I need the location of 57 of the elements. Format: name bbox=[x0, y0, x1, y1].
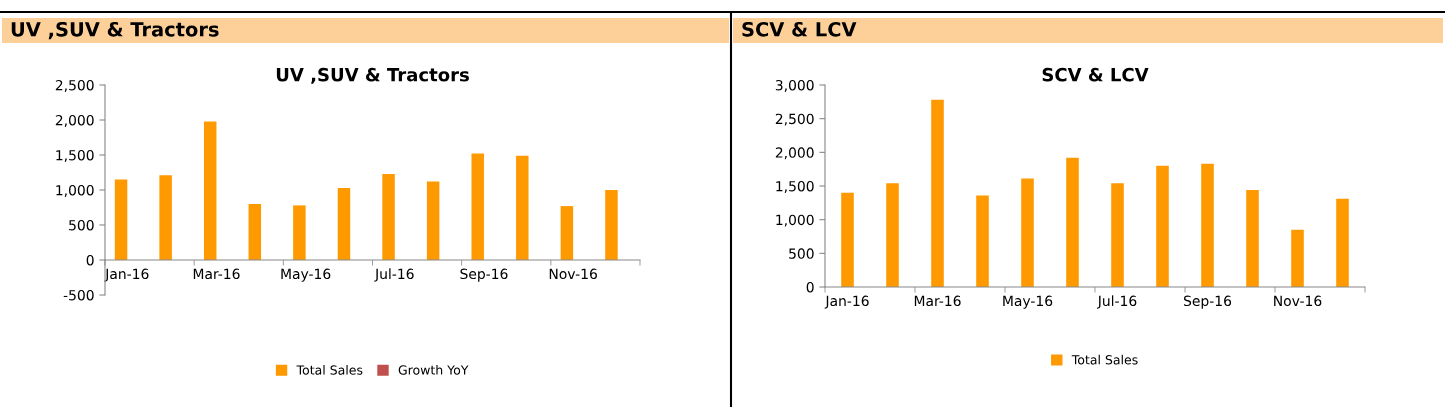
y-tick-label: 1,500 bbox=[56, 149, 94, 162]
x-tick-label: Mar-16 bbox=[193, 268, 240, 280]
bar bbox=[471, 153, 484, 260]
y-tick-label: 0 bbox=[806, 281, 814, 293]
bar bbox=[841, 192, 854, 287]
bar bbox=[886, 183, 899, 287]
bar bbox=[293, 205, 306, 260]
bar bbox=[1336, 198, 1349, 287]
text: UV ,SUV & Tractors bbox=[11, 21, 219, 40]
y-tick-label: 2,500 bbox=[775, 113, 814, 126]
y-tick-label: 1,000 bbox=[56, 184, 94, 197]
bar bbox=[605, 190, 618, 260]
chart-title: UV ,SUV & Tractors bbox=[276, 67, 469, 84]
bar bbox=[1066, 157, 1079, 287]
bar bbox=[159, 175, 172, 260]
bar bbox=[976, 195, 989, 287]
y-tick-label: 3,000 bbox=[775, 79, 814, 92]
legend-label: Growth YoY bbox=[398, 365, 469, 375]
bar bbox=[1246, 190, 1259, 287]
legend-label: Total Sales bbox=[1071, 354, 1138, 365]
x-tick-label: Mar-16 bbox=[914, 295, 961, 307]
chart-title: SCV & LCV bbox=[1042, 67, 1149, 82]
x-tick-label: Nov-16 bbox=[549, 268, 597, 280]
y-tick-label: 500 bbox=[789, 248, 814, 259]
bar bbox=[1111, 183, 1124, 287]
x-tick-label: May-16 bbox=[1003, 295, 1053, 309]
y-tick-label: -500 bbox=[63, 289, 94, 301]
x-tick-label: Sep-16 bbox=[460, 268, 508, 282]
bar bbox=[337, 187, 351, 260]
y-tick-label: 500 bbox=[69, 219, 94, 231]
y-tick-label: 2,500 bbox=[55, 79, 94, 92]
x-tick-label: Sep-16 bbox=[1183, 295, 1232, 309]
bar bbox=[426, 181, 440, 260]
y-tick-label: 2,000 bbox=[775, 147, 814, 160]
y-tick-label: 0 bbox=[86, 254, 94, 266]
bar bbox=[1021, 178, 1034, 287]
x-tick-label: Jan-16 bbox=[824, 295, 869, 309]
x-tick-label: Nov-16 bbox=[1274, 295, 1322, 307]
legend-label: Total Sales bbox=[296, 365, 363, 375]
bar bbox=[1156, 165, 1169, 287]
bar bbox=[382, 173, 395, 260]
y-tick-label: 1,000 bbox=[776, 214, 814, 227]
bar bbox=[560, 206, 574, 260]
text: SCV & LCV bbox=[742, 21, 857, 37]
x-tick-label: Jan-16 bbox=[104, 268, 149, 282]
bar bbox=[248, 204, 262, 260]
bar bbox=[516, 155, 529, 260]
x-tick-label: Jul-16 bbox=[374, 268, 414, 282]
x-tick-label: Jul-16 bbox=[1097, 295, 1137, 309]
bar bbox=[203, 121, 217, 260]
bar bbox=[931, 99, 944, 287]
bar bbox=[1291, 229, 1304, 287]
bar bbox=[114, 179, 128, 260]
y-tick-label: 1,500 bbox=[776, 180, 814, 193]
y-tick-label: 2,000 bbox=[55, 114, 94, 127]
bar bbox=[1201, 163, 1214, 287]
x-tick-label: May-16 bbox=[281, 268, 331, 282]
